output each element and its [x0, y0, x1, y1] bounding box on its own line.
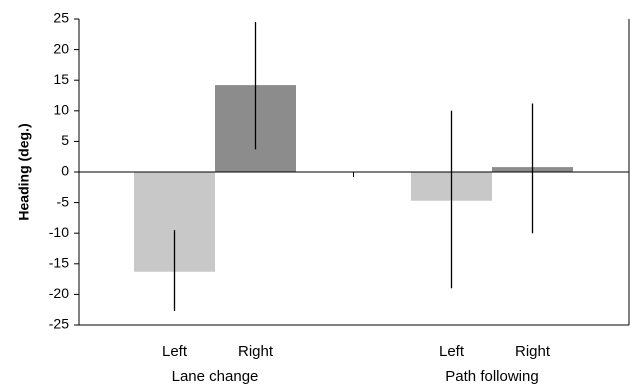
x-category-label: Left	[162, 343, 188, 360]
y-tick-label: -10	[49, 224, 69, 240]
x-group-label: Path following	[445, 368, 538, 385]
x-category-label: Left	[439, 343, 465, 360]
y-tick-label: -5	[57, 193, 70, 209]
plot-area: 25 20 15 10 5 0 -5 -10 -15 -20 -25 Left Right Lane ch…	[49, 10, 630, 385]
y-tick-label: 0	[61, 163, 69, 179]
y-tick-label: 10	[53, 102, 69, 118]
y-axis-label: Heading (deg.)	[16, 123, 32, 220]
y-tick-label: 25	[53, 10, 69, 26]
x-category-label: Right	[238, 343, 274, 360]
y-tick-label: 15	[53, 71, 69, 87]
y-tick-label: -15	[49, 255, 69, 271]
y-tick-label: 5	[61, 132, 69, 148]
x-category-label: Right	[515, 343, 551, 360]
y-tick-label: 20	[53, 40, 69, 56]
x-group-label: Lane change	[172, 368, 259, 385]
y-tick-label: -25	[49, 316, 69, 332]
y-tick-label: -20	[49, 285, 69, 301]
